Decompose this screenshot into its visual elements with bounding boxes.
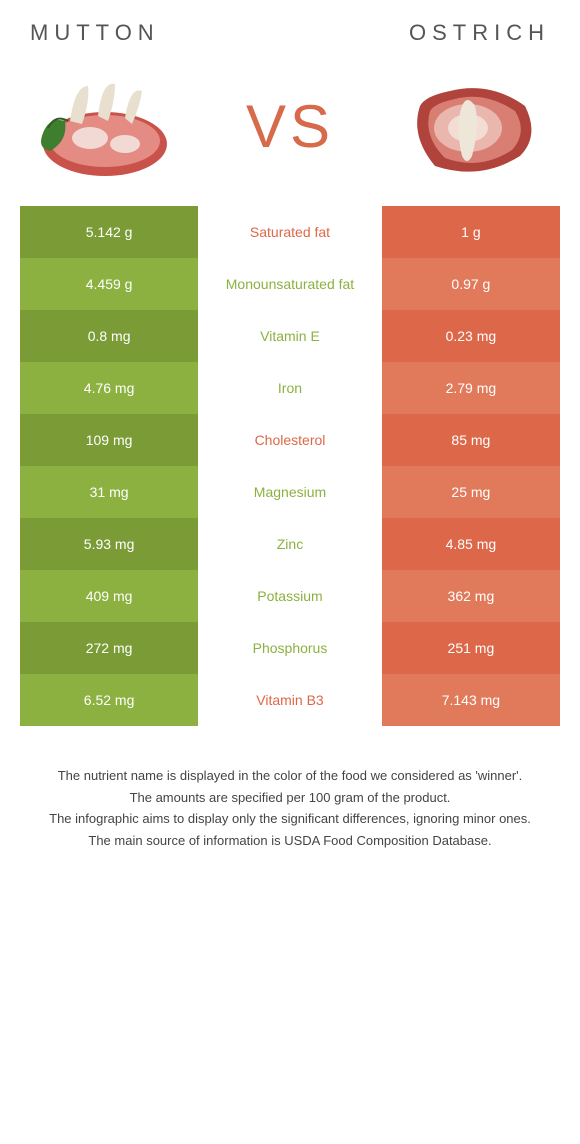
right-value: 2.79 mg [382,362,560,414]
table-row: 4.76 mgIron2.79 mg [20,362,560,414]
left-value: 409 mg [20,570,198,622]
footnotes: The nutrient name is displayed in the co… [0,726,580,872]
comparison-table: 5.142 gSaturated fat1 g4.459 gMonounsatu… [0,206,580,726]
nutrient-label: Vitamin B3 [198,674,382,726]
right-value: 4.85 mg [382,518,560,570]
left-value: 109 mg [20,414,198,466]
header: Mutton Ostrich [0,0,580,56]
footnote-line: The amounts are specified per 100 gram o… [25,788,555,808]
footnote-line: The main source of information is USDA F… [25,831,555,851]
nutrient-label: Phosphorus [198,622,382,674]
left-value: 5.142 g [20,206,198,258]
table-row: 5.142 gSaturated fat1 g [20,206,560,258]
nutrient-label: Monounsaturated fat [198,258,382,310]
nutrient-label: Zinc [198,518,382,570]
right-value: 362 mg [382,570,560,622]
right-value: 85 mg [382,414,560,466]
right-value: 7.143 mg [382,674,560,726]
left-food-title: Mutton [30,20,160,46]
ostrich-image [390,66,550,186]
mutton-image [30,66,190,186]
vs-label: VS [246,92,334,161]
nutrient-label: Magnesium [198,466,382,518]
table-row: 272 mgPhosphorus251 mg [20,622,560,674]
right-value: 0.97 g [382,258,560,310]
left-value: 5.93 mg [20,518,198,570]
table-row: 409 mgPotassium362 mg [20,570,560,622]
right-value: 251 mg [382,622,560,674]
nutrient-label: Vitamin E [198,310,382,362]
left-value: 272 mg [20,622,198,674]
table-row: 5.93 mgZinc4.85 mg [20,518,560,570]
mutton-icon [30,66,190,186]
right-food-title: Ostrich [409,20,550,46]
footnote-line: The nutrient name is displayed in the co… [25,766,555,786]
images-row: VS [0,56,580,206]
footnote-line: The infographic aims to display only the… [25,809,555,829]
left-value: 31 mg [20,466,198,518]
nutrient-label: Iron [198,362,382,414]
ostrich-icon [390,66,550,186]
table-row: 4.459 gMonounsaturated fat0.97 g [20,258,560,310]
right-value: 0.23 mg [382,310,560,362]
nutrient-label: Potassium [198,570,382,622]
table-row: 109 mgCholesterol85 mg [20,414,560,466]
nutrient-label: Saturated fat [198,206,382,258]
table-row: 0.8 mgVitamin E0.23 mg [20,310,560,362]
table-row: 31 mgMagnesium25 mg [20,466,560,518]
left-value: 4.459 g [20,258,198,310]
left-value: 4.76 mg [20,362,198,414]
table-row: 6.52 mgVitamin B37.143 mg [20,674,560,726]
nutrient-label: Cholesterol [198,414,382,466]
left-value: 0.8 mg [20,310,198,362]
right-value: 1 g [382,206,560,258]
right-value: 25 mg [382,466,560,518]
left-value: 6.52 mg [20,674,198,726]
